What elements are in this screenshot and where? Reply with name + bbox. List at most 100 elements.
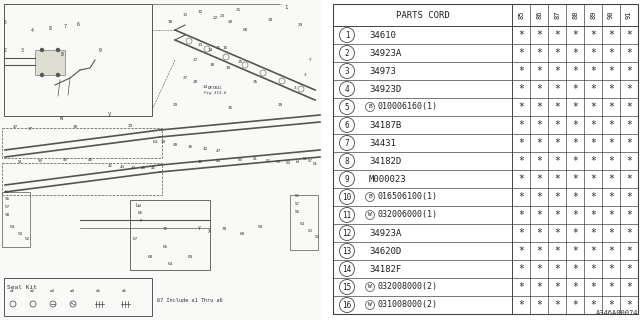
Text: *: *: [518, 264, 524, 274]
Text: 032006000(1): 032006000(1): [378, 211, 438, 220]
Text: 23: 23: [220, 14, 225, 18]
Text: *: *: [608, 192, 614, 202]
Text: *: *: [572, 228, 578, 238]
Text: *: *: [572, 210, 578, 220]
Text: *: *: [536, 156, 542, 166]
Text: *: *: [608, 300, 614, 310]
Text: 57: 57: [5, 205, 10, 209]
Text: 43: 43: [120, 165, 125, 169]
Text: 90: 90: [608, 11, 614, 19]
Text: *: *: [608, 66, 614, 76]
Text: Fig 313-6: Fig 313-6: [204, 91, 227, 95]
Text: *: *: [518, 210, 524, 220]
Bar: [2, 163, 162, 195]
Text: 34973: 34973: [369, 67, 396, 76]
Text: *: *: [518, 282, 524, 292]
Text: *: *: [626, 264, 632, 274]
Text: *: *: [608, 264, 614, 274]
Text: *: *: [536, 174, 542, 184]
Text: 16: 16: [342, 300, 351, 309]
Text: 51: 51: [312, 162, 317, 166]
Text: *: *: [572, 66, 578, 76]
Text: 10: 10: [342, 193, 351, 202]
Text: *: *: [554, 102, 560, 112]
Text: *: *: [572, 120, 578, 130]
Bar: [333, 4, 638, 314]
Text: 56: 56: [5, 197, 10, 201]
Text: 34610: 34610: [369, 30, 396, 39]
Text: 3: 3: [345, 67, 349, 76]
Text: 2: 2: [345, 49, 349, 58]
Text: 46: 46: [198, 160, 202, 164]
Text: 9: 9: [99, 47, 101, 52]
Text: 4: 4: [31, 28, 33, 33]
Text: *: *: [572, 282, 578, 292]
Text: 70: 70: [222, 227, 227, 231]
Text: *: *: [608, 30, 614, 40]
Text: *: *: [590, 138, 596, 148]
Circle shape: [40, 73, 44, 77]
Text: 34: 34: [202, 85, 207, 89]
Text: a4: a4: [70, 289, 75, 293]
Text: 41: 41: [202, 147, 207, 151]
Bar: [290, 195, 318, 250]
Text: W: W: [368, 284, 372, 290]
Text: 39: 39: [161, 140, 166, 144]
Text: B: B: [368, 195, 372, 199]
Text: *: *: [554, 84, 560, 94]
Text: *: *: [590, 192, 596, 202]
Text: W: W: [368, 302, 372, 308]
Text: 46: 46: [150, 166, 156, 170]
Text: *: *: [554, 174, 560, 184]
Text: a3: a3: [50, 289, 55, 293]
Text: PARTS CORD: PARTS CORD: [396, 11, 449, 20]
Text: 50: 50: [237, 158, 243, 162]
Circle shape: [56, 73, 60, 77]
Text: *: *: [554, 228, 560, 238]
Text: *: *: [608, 228, 614, 238]
Text: 38: 38: [72, 125, 77, 129]
Text: *: *: [518, 156, 524, 166]
Text: 29: 29: [268, 18, 273, 22]
Text: 54: 54: [285, 161, 291, 165]
Text: 9: 9: [345, 174, 349, 183]
Text: a6: a6: [122, 289, 127, 293]
Text: 13: 13: [342, 246, 351, 255]
Text: 14: 14: [207, 48, 212, 52]
Text: *: *: [518, 246, 524, 256]
Text: 67: 67: [133, 237, 138, 241]
Text: 54: 54: [10, 225, 15, 229]
Text: *: *: [554, 210, 560, 220]
Text: 56: 56: [295, 194, 300, 198]
Text: 51: 51: [17, 160, 22, 164]
Text: *: *: [590, 210, 596, 220]
Text: a5: a5: [96, 289, 101, 293]
Circle shape: [40, 48, 44, 52]
Text: *: *: [590, 66, 596, 76]
Text: 15: 15: [216, 46, 221, 50]
Text: 8: 8: [345, 156, 349, 165]
Text: *: *: [572, 30, 578, 40]
Text: 53: 53: [308, 229, 313, 233]
Bar: [130, 200, 210, 270]
Text: *: *: [536, 246, 542, 256]
Text: a1: a1: [10, 289, 15, 293]
Text: *: *: [518, 138, 524, 148]
Text: 49: 49: [216, 159, 221, 163]
Text: *: *: [518, 174, 524, 184]
Text: 50: 50: [38, 159, 42, 163]
Text: 34923D: 34923D: [369, 84, 401, 93]
Text: 37: 37: [28, 127, 33, 131]
Text: 34923A: 34923A: [369, 49, 401, 58]
Text: 20: 20: [227, 20, 232, 24]
Text: *: *: [590, 48, 596, 58]
Text: *: *: [554, 264, 560, 274]
Text: *: *: [590, 156, 596, 166]
Text: *: *: [572, 138, 578, 148]
Text: Y: Y: [198, 226, 201, 231]
Text: M000023: M000023: [369, 174, 406, 183]
Text: 34187B: 34187B: [369, 121, 401, 130]
Text: 8: 8: [49, 26, 51, 30]
Text: *: *: [536, 264, 542, 274]
Text: 11: 11: [182, 13, 188, 17]
